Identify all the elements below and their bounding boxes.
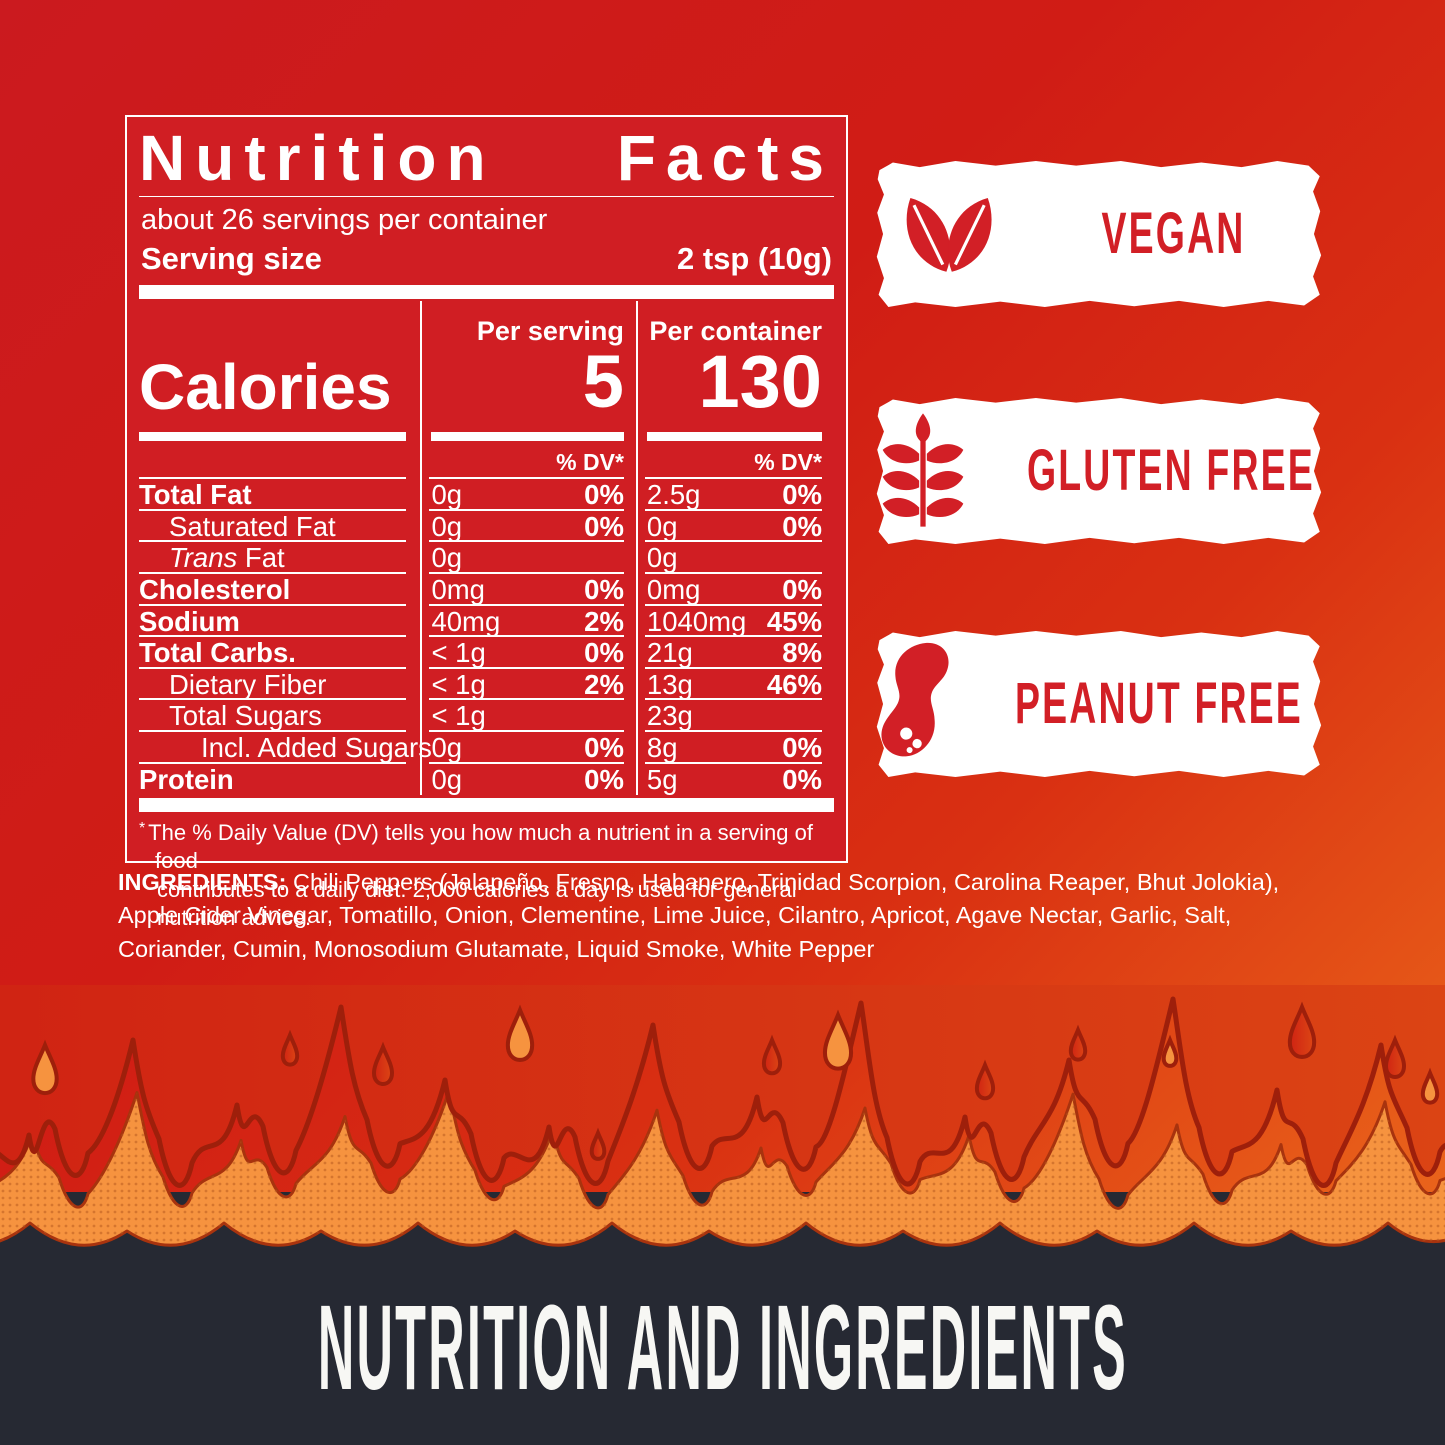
per-container-cell: 1040mg 45% [635, 605, 834, 638]
calories-underbar [139, 421, 420, 445]
wheat-icon [877, 413, 971, 529]
badge-vegan: VEGAN [876, 161, 1322, 307]
flames-graphic [0, 985, 1445, 1247]
badge-label: GLUTEN FREE [1026, 438, 1315, 504]
per-container-cell: 8g 0% [635, 731, 834, 764]
calories-underbar [635, 421, 834, 446]
nutrient-name: Sodium [139, 606, 420, 638]
divider-bar [139, 285, 834, 300]
page-title: NUTRITION AND INGREDIENTS [317, 1281, 1129, 1416]
nutrition-table: Per serving Per container Calories 5 130… [139, 301, 834, 796]
dv-header-spacer [139, 445, 420, 480]
calories-per-container: 130 [635, 345, 834, 422]
footnote-asterisk: * [139, 820, 146, 838]
per-serving-cell: 0g 0% [420, 479, 635, 511]
dv-footnote: * The % Daily Value (DV) tells you how mu… [139, 819, 834, 932]
divider-bar [139, 798, 834, 813]
per-container-cell: 13g 46% [635, 668, 834, 701]
badge-label: PEANUT FREE [1014, 671, 1303, 737]
per-container-cell: 5g 0% [635, 763, 834, 796]
serving-size-label: Serving size [141, 241, 322, 277]
calories-per-serving: 5 [420, 345, 635, 422]
peanut-icon [877, 638, 959, 770]
nutrient-name: Cholesterol [139, 574, 420, 606]
nutrient-name: Total Carbs. [139, 637, 420, 669]
per-container-cell: 0g 0% [635, 510, 834, 543]
nutrient-name: Total Fat [139, 479, 420, 511]
nutrition-facts-title: Nutrition Facts [139, 124, 834, 198]
calories-label: Calories [139, 351, 392, 424]
per-container-cell: 23g [635, 700, 834, 732]
ingredients-paragraph: INGREDIENTS: Chili Peppers (Jalapeño, Fr… [118, 866, 1336, 966]
per-serving-cell: 0g 0% [420, 763, 635, 796]
per-container-header: Per container [635, 301, 834, 350]
nutrient-name: Saturated Fat [139, 511, 420, 543]
nutrient-name: Dietary Fiber [139, 669, 420, 701]
dv-header-serving: % DV* [420, 445, 635, 480]
nutrition-facts-label: Nutrition Facts about 26 servings per co… [125, 115, 848, 930]
leaf-icon [877, 190, 1025, 278]
ingredients-text: Chili Peppers (Jalapeño, Fresno, Habaner… [118, 869, 1280, 962]
per-serving-cell: < 1g 0% [420, 637, 635, 669]
per-serving-cell: 40mg 2% [420, 605, 635, 638]
servings-per-container: about 26 servings per container [141, 204, 548, 237]
per-container-cell: 0mg 0% [635, 573, 834, 606]
footnote-line2: contributes to a daily diet. 2,000 calor… [157, 877, 797, 930]
nutrient-name: Protein [139, 763, 234, 795]
dv-header-container: % DV* [635, 445, 834, 480]
per-container-cell: 2.5g 0% [635, 479, 834, 511]
per-serving-header: Per serving [420, 301, 635, 350]
badge-gluten-free: GLUTEN FREE [876, 398, 1322, 544]
per-serving-cell: < 1g 2% [420, 668, 635, 701]
nutrient-name: Trans Fat [139, 542, 420, 574]
per-serving-cell: < 1g [420, 700, 635, 732]
badge-peanut-free: PEANUT FREE [876, 631, 1322, 777]
nutrient-name: Total Sugars [139, 700, 420, 732]
per-serving-cell: 0mg 0% [420, 573, 635, 606]
serving-size-row: Serving size 2 tsp (10g) [139, 237, 834, 285]
per-container-cell: 21g 8% [635, 637, 834, 669]
per-serving-cell: 0g 0% [420, 510, 635, 543]
badge-label: VEGAN [1101, 201, 1246, 267]
calories-header-spacer [139, 301, 420, 349]
calories-underbar [420, 421, 635, 446]
footnote-line1: The % Daily Value (DV) tells you how muc… [148, 820, 813, 874]
per-serving-cell: 0g 0% [420, 731, 635, 764]
nutrient-name: Incl. Added Sugars [139, 732, 432, 764]
per-container-cell: 0g [635, 542, 834, 574]
ingredients-label: INGREDIENTS: [118, 869, 287, 895]
per-serving-cell: 0g [420, 542, 635, 574]
serving-size-value: 2 tsp (10g) [676, 241, 832, 277]
